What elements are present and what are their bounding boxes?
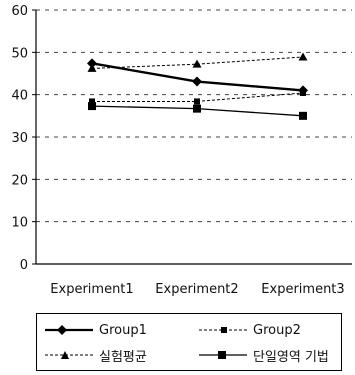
- legend-item-group2: Group2: [197, 319, 301, 341]
- data-point-square: [88, 102, 96, 111]
- x-tick-label: Experiment1: [50, 282, 133, 297]
- data-point-square: [89, 98, 95, 105]
- y-tick-label: 50: [11, 46, 28, 61]
- axes: [32, 9, 352, 265]
- y-axis-ticks: 0 10 20 30 40 50 60: [11, 4, 28, 273]
- data-point-triangle: [192, 59, 202, 68]
- x-axis-ticks: Experiment1 Experiment2 Experiment3: [50, 282, 344, 297]
- data-point-triangle: [298, 52, 308, 61]
- legend-label-group1: Group1: [99, 322, 147, 338]
- legend-swatch-group2: [199, 327, 247, 333]
- data-point-diamond: [192, 76, 202, 87]
- y-tick-label: 20: [11, 173, 28, 188]
- y-tick-label: 10: [11, 216, 28, 231]
- legend-label-single-domain: 단일영역 기법: [253, 349, 329, 365]
- legend: Group1 Group2 실험평균 단일영역 기법: [36, 313, 342, 371]
- gridlines: [36, 9, 352, 223]
- legend-swatch-single-domain: [199, 351, 247, 359]
- data-point-diamond: [87, 58, 97, 69]
- legend-item-single-domain: 단일영역 기법: [197, 344, 329, 366]
- data-point-square: [299, 111, 307, 120]
- legend-label-experiment-average: 실험평균: [99, 349, 147, 365]
- x-tick-label: Experiment3: [261, 282, 344, 297]
- y-tick-label: 0: [20, 258, 28, 273]
- y-tick-label: 30: [11, 131, 28, 146]
- legend-swatch-group1: [45, 325, 93, 335]
- legend-item-group1: Group1: [43, 319, 147, 341]
- legend-swatch-experiment-average: [45, 351, 93, 359]
- data-point-square: [300, 89, 306, 96]
- data-point-square: [194, 98, 200, 105]
- series-layer: [87, 52, 308, 120]
- legend-item-experiment-average: 실험평균: [43, 344, 147, 366]
- legend-label-group2: Group2: [253, 322, 301, 338]
- y-tick-label: 40: [11, 89, 28, 104]
- data-point-square: [193, 104, 201, 113]
- y-tick-label: 60: [11, 4, 28, 19]
- x-tick-label: Experiment2: [155, 282, 238, 297]
- data-point-triangle: [87, 63, 97, 72]
